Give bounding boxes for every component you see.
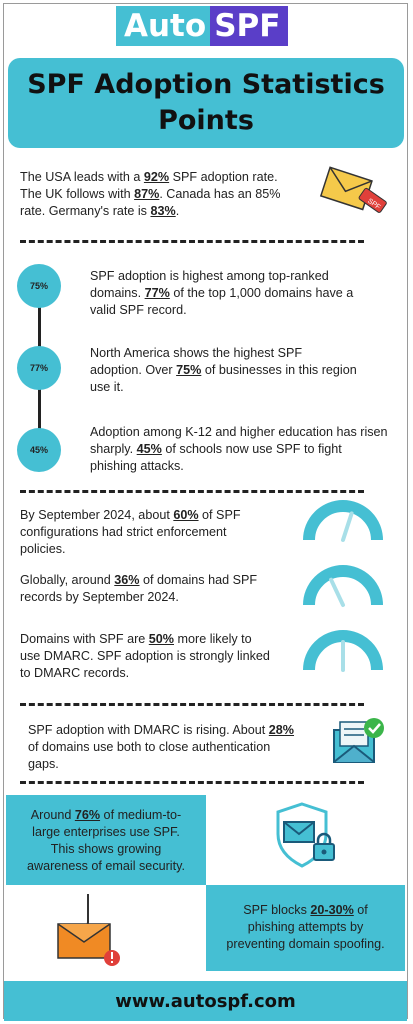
timeline-text-2: North America shows the highest SPF adop… xyxy=(90,346,357,394)
dmarc-text: SPF adoption with DMARC is rising. About… xyxy=(28,723,295,771)
title-banner: SPF Adoption Statistics Points xyxy=(8,58,404,148)
gauge-needle-1 xyxy=(341,511,354,542)
page-title: SPF Adoption Statistics Points xyxy=(8,67,404,139)
timeline-circle-3: 45% xyxy=(17,428,61,472)
gauge-text-3: Domains with SPF are 50% more likely to … xyxy=(20,632,270,680)
stat-uk: 87% xyxy=(134,187,160,201)
shield-lock-icon xyxy=(276,802,335,868)
timeline-circle-1: 75% xyxy=(17,264,61,308)
gauge-icon-3 xyxy=(303,630,383,672)
title-line-2: Points xyxy=(158,105,254,136)
gauge-text-2: Globally, around 36% of domains had SPF … xyxy=(20,573,258,604)
phishing-box: SPF blocks 20-30% of phishing attempts b… xyxy=(206,885,405,971)
logo-part-spf: SPF xyxy=(210,6,289,46)
enterprise-text: Around 76% of medium-to- large enterpris… xyxy=(27,808,185,873)
phishing-text: SPF blocks 20-30% of phishing attempts b… xyxy=(226,903,385,951)
timeline-text-3: Adoption among K-12 and higher education… xyxy=(90,425,388,473)
timeline-connector-2 xyxy=(38,384,41,432)
stat-germany: 83% xyxy=(150,204,176,218)
divider-2 xyxy=(20,490,364,493)
timeline-circle-2: 77% xyxy=(17,346,61,390)
stat-usa: 92% xyxy=(143,170,170,184)
autospf-logo: Auto SPF xyxy=(116,6,296,46)
enterprise-box: Around 76% of medium-to- large enterpris… xyxy=(6,795,206,885)
envelope-tag-icon: SPF xyxy=(319,166,387,213)
country-stats-text: The USA leads with a 92% SPF adoption ra… xyxy=(20,170,281,218)
phishing-hook-envelope-icon xyxy=(57,894,120,966)
envelope-check-icon xyxy=(333,718,384,763)
divider-1 xyxy=(20,240,364,243)
gauge-icon-2 xyxy=(303,565,383,607)
divider-4 xyxy=(20,781,364,784)
title-line-1: SPF Adoption Statistics xyxy=(27,69,385,100)
website-url[interactable]: www.autospf.com xyxy=(115,990,296,1012)
gauge-needle-2 xyxy=(329,577,345,607)
timeline-text-1: SPF adoption is highest among top-ranked… xyxy=(90,269,354,317)
divider-3 xyxy=(20,703,364,706)
logo-part-auto: Auto xyxy=(116,6,211,46)
gauge-icon-1 xyxy=(303,500,383,542)
timeline-connector-1 xyxy=(38,300,41,360)
gauge-text-1: By September 2024, about 60% of SPF conf… xyxy=(20,508,241,556)
website-footer: www.autospf.com xyxy=(4,981,407,1021)
